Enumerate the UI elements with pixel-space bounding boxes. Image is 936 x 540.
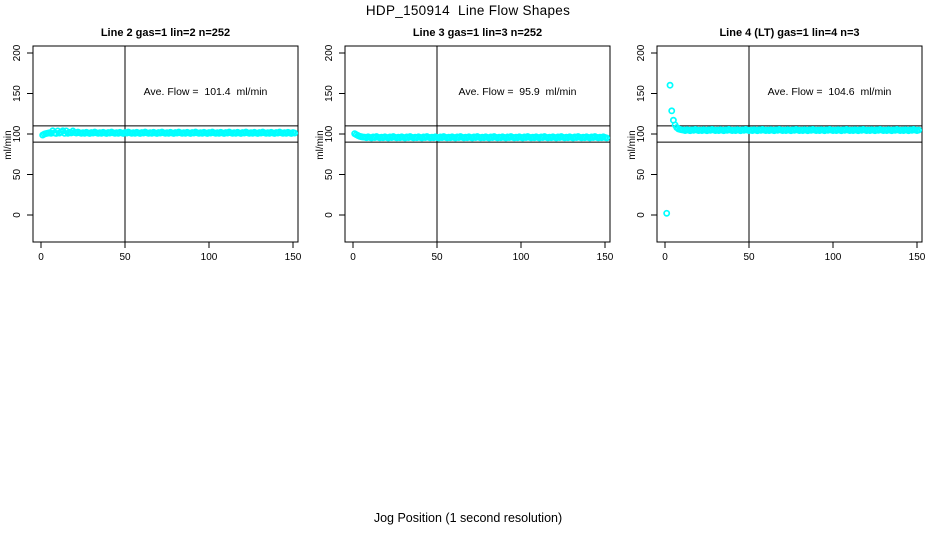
panel-3-title: Line 4 (LT) gas=1 lin=4 n=3 [719, 27, 860, 39]
y-tick-label: 100 [12, 125, 23, 142]
panel-2-y-axis-label: ml/min [315, 130, 326, 160]
x-tick-label: 0 [350, 252, 356, 263]
plot-box [656, 45, 923, 243]
y-tick-label: 200 [12, 44, 23, 61]
panel-1-title: Line 2 gas=1 lin=2 n=252 [100, 27, 231, 39]
y-tick-label: 0 [324, 212, 335, 218]
chart-main-title: HDP_150914 Line Flow Shapes [365, 3, 571, 18]
y-tick-label: 50 [324, 169, 335, 181]
flow-data-point [668, 107, 676, 115]
x-tick-label: 50 [119, 252, 131, 263]
panel-1-ave-flow-label: Ave. Flow = 101.4 ml/min [143, 86, 268, 98]
panel-1-y-axis-label: ml/min [3, 130, 14, 160]
y-tick-label: 150 [324, 85, 335, 102]
flow-data-point [915, 126, 923, 134]
y-tick-label: 50 [12, 169, 23, 181]
x-tick-label: 50 [431, 252, 443, 263]
x-tick-label: 50 [743, 252, 755, 263]
panel-2-ave-flow-label: Ave. Flow = 95.9 ml/min [458, 86, 577, 98]
y-tick-label: 100 [636, 125, 647, 142]
x-tick-label: 100 [825, 252, 842, 263]
plot-box [344, 45, 611, 243]
y-tick-label: 200 [324, 44, 335, 61]
x-tick-label: 0 [662, 252, 668, 263]
flow-data-point [603, 134, 611, 142]
flow-data-point [666, 81, 674, 89]
panel-2-title: Line 3 gas=1 lin=3 n=252 [412, 27, 543, 39]
y-tick-label: 0 [12, 212, 23, 218]
y-tick-label: 150 [636, 85, 647, 102]
x-tick-label: 150 [909, 252, 926, 263]
x-tick-label: 150 [285, 252, 302, 263]
y-tick-label: 150 [12, 85, 23, 102]
x-tick-label: 100 [201, 252, 218, 263]
x-tick-label: 150 [597, 252, 614, 263]
y-tick-label: 0 [636, 212, 647, 218]
x-tick-label: 0 [38, 252, 44, 263]
y-tick-label: 50 [636, 169, 647, 181]
y-tick-label: 200 [636, 44, 647, 61]
x-tick-label: 100 [513, 252, 530, 263]
panel-3-ave-flow-label: Ave. Flow = 104.6 ml/min [767, 86, 892, 98]
panel-3-y-axis-label: ml/min [627, 130, 638, 160]
flow-data-point [291, 129, 299, 137]
y-tick-label: 100 [324, 125, 335, 142]
plot-box [32, 45, 299, 243]
flow-data-point [663, 209, 671, 217]
x-axis-label: Jog Position (1 second resolution) [373, 511, 563, 525]
